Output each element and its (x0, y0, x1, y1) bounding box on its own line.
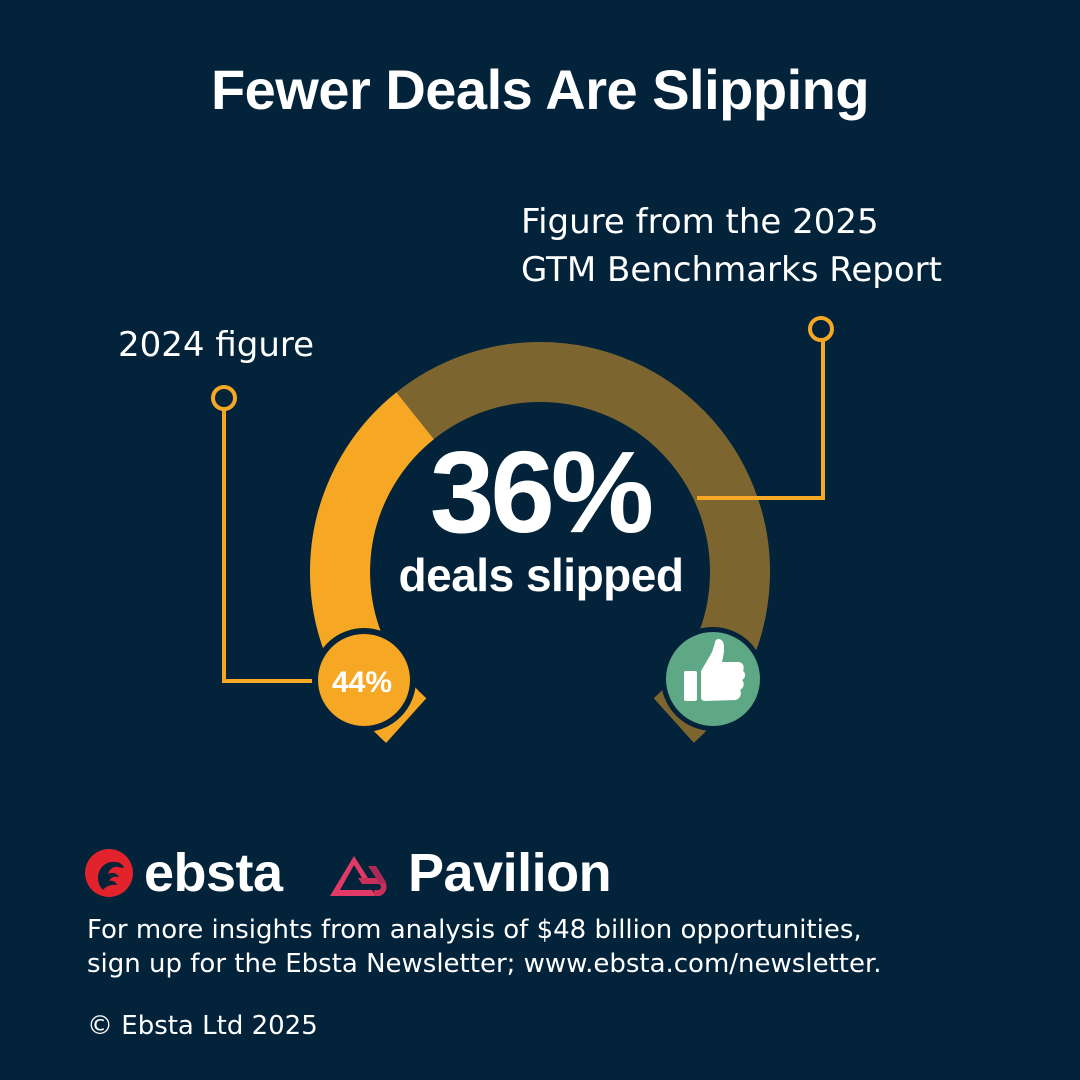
previous-marker-circle (318, 634, 410, 726)
ebsta-wordmark: ebsta (144, 843, 283, 903)
previous-connector-line (222, 409, 330, 683)
footer-line-2: sign up for the Ebsta Newsletter; www.eb… (87, 949, 882, 979)
page-title: Fewer Deals Are Slipping (210, 58, 870, 121)
current-figure-note-line-2: GTM Benchmarks Report (521, 250, 942, 290)
copyright: © Ebsta Ltd 2025 (87, 1011, 318, 1041)
current-connector-dot (808, 316, 834, 342)
footer-line-1: For more insights from analysis of $48 b… (87, 915, 862, 945)
current-connector-line (697, 340, 825, 500)
current-value: 36% (430, 427, 652, 557)
footer-text: For more insights from analysis of $48 b… (87, 913, 1007, 981)
pavilion-mark-icon (330, 856, 387, 896)
ebsta-logo: ebsta (84, 838, 283, 908)
current-value-caption: deals slipped (399, 549, 684, 601)
previous-value-label: 44% (332, 666, 392, 699)
pavilion-logo: Pavilion (328, 838, 612, 908)
current-figure-note-line-1: Figure from the 2025 (521, 202, 879, 242)
thumbs-up-badge (661, 627, 765, 731)
pavilion-wordmark: Pavilion (408, 843, 612, 903)
thumbs-up-icon (684, 639, 746, 701)
previous-connector-dot (211, 385, 237, 411)
current-figure-note: Figure from the 2025 GTM Benchmarks Repo… (521, 198, 942, 294)
ebsta-bird-icon (85, 849, 133, 897)
previous-value-marker: 44% (312, 628, 416, 732)
brand-logos: ebsta Pavilion (84, 838, 684, 908)
previous-figure-note: 2024 figure (118, 325, 315, 365)
